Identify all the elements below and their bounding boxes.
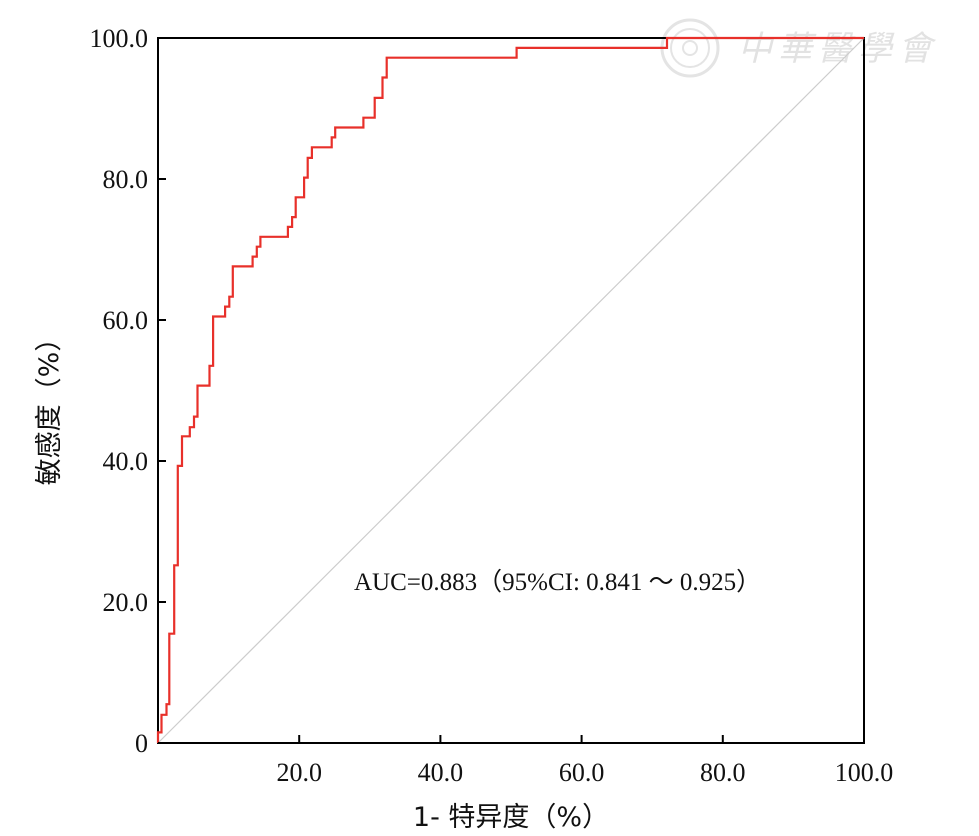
y-tick-label: 20.0 — [103, 588, 149, 617]
x-axis-title: 1- 特异度（%） — [413, 802, 609, 833]
x-tick-label: 80.0 — [700, 758, 746, 787]
watermark: 中華醫學會 — [660, 18, 938, 78]
auc-annotation: AUC=0.883（95%CI: 0.841 ～ 0.925） — [354, 568, 761, 596]
y-tick-label: 60.0 — [103, 306, 149, 335]
axis-ticks: 20.0 40.0 60.0 80.0 100.0 0 20.0 40.0 60.0 80.0 10… — [90, 24, 894, 787]
y-tick-label: 100.0 — [90, 24, 149, 53]
x-tick-label: 20.0 — [276, 758, 322, 787]
society-seal-icon — [660, 18, 720, 78]
x-tick-label: 60.0 — [559, 758, 605, 787]
x-tick-label: 100.0 — [835, 758, 894, 787]
x-tick-label: 40.0 — [418, 758, 464, 787]
reference-diagonal-line — [157, 37, 865, 744]
watermark-text: 中華醫學會 — [738, 29, 938, 69]
y-axis-title: 敏感度（%） — [34, 325, 65, 486]
y-tick-label: 40.0 — [103, 447, 149, 476]
y-tick-label: 80.0 — [103, 165, 149, 194]
y-tick-label: 0 — [135, 729, 148, 758]
plot-frame — [157, 37, 865, 744]
roc-curve-line — [156, 36, 864, 743]
